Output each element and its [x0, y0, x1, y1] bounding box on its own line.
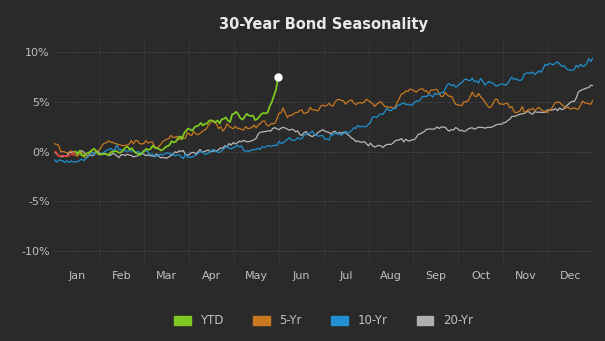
Title: 30-Year Bond Seasonality: 30-Year Bond Seasonality — [219, 17, 428, 32]
Legend: YTD, 5-Yr, 10-Yr, 20-Yr: YTD, 5-Yr, 10-Yr, 20-Yr — [171, 311, 476, 331]
